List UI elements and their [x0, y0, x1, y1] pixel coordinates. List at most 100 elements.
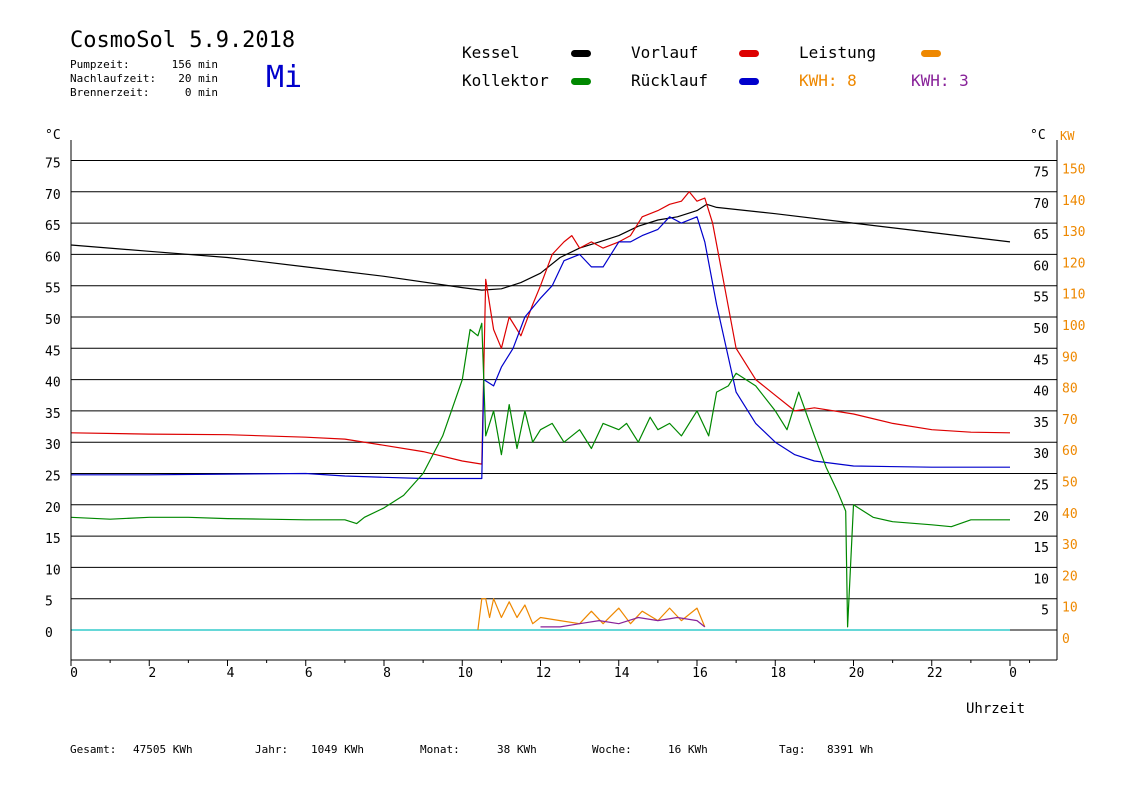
series-kessel: [70, 203, 1011, 291]
kw-tick-label: 150: [1062, 163, 1085, 178]
x-tick-label: 2: [148, 666, 156, 681]
x-tick-label: 16: [692, 666, 708, 681]
y-tick-label-right: 55: [1033, 291, 1049, 306]
x-tick-label: 18: [770, 666, 786, 681]
y-tick-label-left: 45: [45, 344, 61, 359]
x-tick-label: 0: [70, 666, 78, 681]
series-kwh: [540, 616, 706, 628]
kw-tick-label: 70: [1062, 413, 1078, 428]
y-tick-label-left: 20: [45, 501, 61, 516]
x-tick-label: 8: [383, 666, 391, 681]
y-tick-label-left: 5: [45, 595, 53, 610]
kw-tick-label: 50: [1062, 476, 1078, 491]
legend-vorlauf-swatch: [739, 50, 759, 57]
y-tick-label-left: 60: [45, 250, 61, 265]
y-axis-unit-kw: KW: [1060, 129, 1075, 143]
y-tick-label-left: 35: [45, 407, 61, 422]
kw-tick-label: 80: [1062, 382, 1078, 397]
footer-monat-label: Monat:: [420, 743, 460, 756]
x-tick-label: 22: [927, 666, 943, 681]
x-axis-label: Uhrzeit: [966, 701, 1026, 717]
y-tick-label-left: 40: [45, 376, 61, 391]
stat-label-pumpzeit: Pumpzeit:: [70, 58, 130, 71]
chart-title: CosmoSol 5.9.2018: [70, 28, 296, 53]
x-tick-label: 0: [1009, 666, 1017, 681]
legend-ruecklauf-label: Rücklauf: [631, 71, 709, 90]
y-tick-label-right: 40: [1033, 385, 1049, 400]
legend-kessel-swatch: [571, 50, 591, 57]
y-tick-label-left: 15: [45, 532, 61, 547]
legend-kollektor-label: Kollektor: [462, 71, 549, 90]
y-tick-label-right: 70: [1033, 197, 1049, 212]
stat-value-nachlaufzeit: 20 min: [178, 72, 218, 85]
weekday-label: Mi: [266, 60, 303, 95]
y-tick-label-right: 50: [1033, 322, 1049, 337]
kw-tick-label: 0: [1062, 632, 1070, 647]
stat-value-brennerzeit: 0 min: [184, 86, 218, 99]
stat-label-brennerzeit: Brennerzeit:: [70, 86, 150, 99]
kw-tick-label: 120: [1062, 256, 1085, 271]
footer-gesamt-label: Gesamt:: [70, 743, 117, 756]
legend-kwh-leistung: KWH: 8: [799, 71, 857, 90]
x-tick-label: 4: [227, 666, 235, 681]
x-tick-label: 6: [305, 666, 313, 681]
footer-woche-label: Woche:: [592, 743, 632, 756]
kw-tick-label: 140: [1062, 194, 1085, 209]
y-tick-label-right: 15: [1033, 541, 1049, 556]
y-tick-label-right: 25: [1033, 479, 1049, 494]
stat-label-nachlaufzeit: Nachlaufzeit:: [70, 72, 157, 85]
y-tick-label-right: 45: [1033, 353, 1049, 368]
footer-tag-value: 8391 Wh: [827, 743, 874, 756]
legend-kwh-2: KWH: 3: [911, 71, 969, 90]
kw-tick-label: 60: [1062, 444, 1078, 459]
y-tick-label-left: 30: [45, 438, 61, 453]
y-tick-label-left: 50: [45, 313, 61, 328]
footer-woche-value: 16 KWh: [668, 743, 708, 756]
y-tick-label-right: 60: [1033, 259, 1049, 274]
kw-tick-label: 10: [1062, 601, 1078, 616]
series-ruecklauf: [71, 216, 1010, 480]
legend-ruecklauf-swatch: [739, 78, 759, 85]
kw-tick-label: 130: [1062, 225, 1085, 240]
y-tick-label-right: 10: [1033, 572, 1049, 587]
y-axis-unit-left: °C: [45, 128, 61, 143]
legend-kollektor-swatch: [571, 78, 591, 85]
x-tick-label: 10: [457, 666, 473, 681]
legend-vorlauf-label: Vorlauf: [631, 43, 699, 62]
legend-leistung-swatch: [921, 50, 941, 57]
kw-tick-label: 40: [1062, 507, 1078, 522]
footer-monat-value: 38 KWh: [497, 743, 537, 756]
kw-tick-label: 100: [1062, 319, 1085, 334]
y-tick-label-right: 65: [1033, 228, 1049, 243]
kw-tick-label: 90: [1062, 350, 1078, 365]
x-tick-label: 20: [849, 666, 865, 681]
legend-leistung-label: Leistung: [799, 43, 877, 62]
y-tick-label-right: 20: [1033, 510, 1049, 525]
footer-gesamt-value: 47505 KWh: [133, 743, 193, 756]
y-tick-label-left: 65: [45, 219, 61, 234]
y-tick-label-left: 70: [45, 188, 61, 203]
x-tick-label: 12: [536, 666, 552, 681]
y-axis-unit-right: °C: [1030, 128, 1046, 143]
kw-tick-label: 110: [1062, 288, 1085, 303]
y-tick-label-right: 35: [1033, 416, 1049, 431]
y-tick-label-left: 0: [45, 626, 53, 641]
footer-jahr-label: Jahr:: [255, 743, 289, 756]
y-tick-label-left: 55: [45, 282, 61, 297]
series-leistung: [477, 598, 706, 631]
x-tick-label: 14: [614, 666, 630, 681]
series-kollektor: [70, 322, 1010, 628]
series-vorlauf: [70, 191, 1011, 465]
kw-tick-label: 30: [1062, 538, 1078, 553]
y-tick-label-left: 10: [45, 563, 61, 578]
y-tick-label-left: 75: [45, 157, 61, 172]
legend-kessel-label: Kessel: [462, 43, 520, 62]
stat-value-pumpzeit: 156 min: [171, 58, 218, 71]
y-tick-label-right: 30: [1033, 447, 1049, 462]
y-tick-label-right: 5: [1041, 604, 1049, 619]
y-tick-label-right: 75: [1033, 166, 1049, 181]
y-tick-label-left: 25: [45, 470, 61, 485]
kw-tick-label: 20: [1062, 569, 1078, 584]
footer-jahr-value: 1049 KWh: [311, 743, 364, 756]
